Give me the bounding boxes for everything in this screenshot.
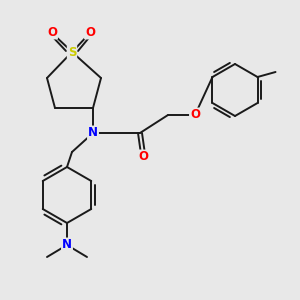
Text: O: O [138,151,148,164]
Text: N: N [62,238,72,251]
Text: N: N [88,127,98,140]
Text: S: S [68,46,76,59]
Text: O: O [85,26,95,38]
Text: O: O [47,26,57,38]
Text: O: O [190,109,200,122]
